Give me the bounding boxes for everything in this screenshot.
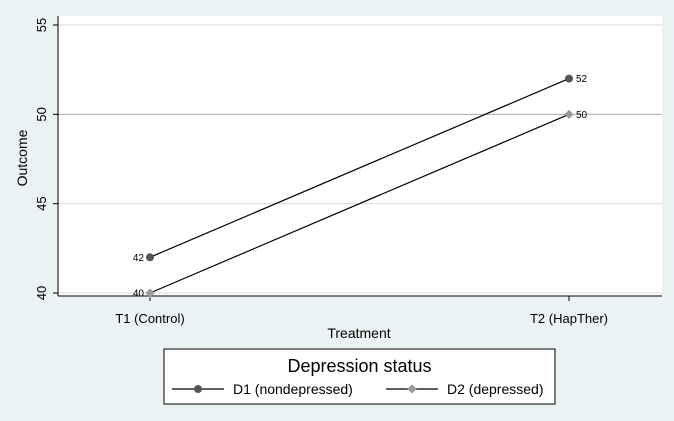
series-1-point-1 xyxy=(146,253,154,262)
series-1-label-2: 52 xyxy=(576,74,588,85)
series-2-line xyxy=(149,113,570,294)
series-1-line xyxy=(149,78,570,258)
x-tick-label-1: T1 (Control) xyxy=(115,311,184,326)
series-group: 42 52 40 50 xyxy=(133,74,588,299)
series-1-label-1: 42 xyxy=(133,253,145,264)
y-tick-label-40: 40 xyxy=(34,286,49,300)
series-2: 40 50 xyxy=(133,109,588,300)
legend-items: D1 (nondepressed) D2 (depressed) xyxy=(172,381,544,397)
y-axis-title: Outcome xyxy=(14,129,30,186)
legend-title: Depression status xyxy=(287,356,431,376)
series-1-point-2 xyxy=(565,74,573,83)
series-2-label-2: 50 xyxy=(576,110,588,121)
legend-item-2-marker xyxy=(407,384,417,394)
y-ticks: 40 45 50 55 xyxy=(34,18,58,300)
legend-item-2-label: D2 (depressed) xyxy=(447,381,544,397)
x-axis-title: Treatment xyxy=(327,325,390,341)
y-tick-label-45: 45 xyxy=(34,196,49,210)
y-tick-label-50: 50 xyxy=(34,107,49,121)
axes xyxy=(57,16,662,297)
y-tick-label-55: 55 xyxy=(34,18,49,32)
series-2-label-1: 40 xyxy=(133,289,145,300)
legend-box xyxy=(163,348,556,405)
x-ticks: T1 (Control) T2 (HapTher) xyxy=(115,296,608,326)
legend-item-1: D1 (nondepressed) xyxy=(172,381,353,397)
series-2-point-2 xyxy=(564,109,574,119)
legend: Depression status D1 (nondepressed) D2 (d… xyxy=(163,348,556,405)
series-2-point-1 xyxy=(145,288,155,298)
legend-item-2: D2 (depressed) xyxy=(386,381,544,397)
legend-item-1-label: D1 (nondepressed) xyxy=(233,381,353,397)
legend-item-1-marker xyxy=(194,385,202,393)
series-1: 42 52 xyxy=(133,74,588,264)
plot-area xyxy=(58,16,662,296)
x-tick-label-2: T2 (HapTher) xyxy=(530,311,608,326)
